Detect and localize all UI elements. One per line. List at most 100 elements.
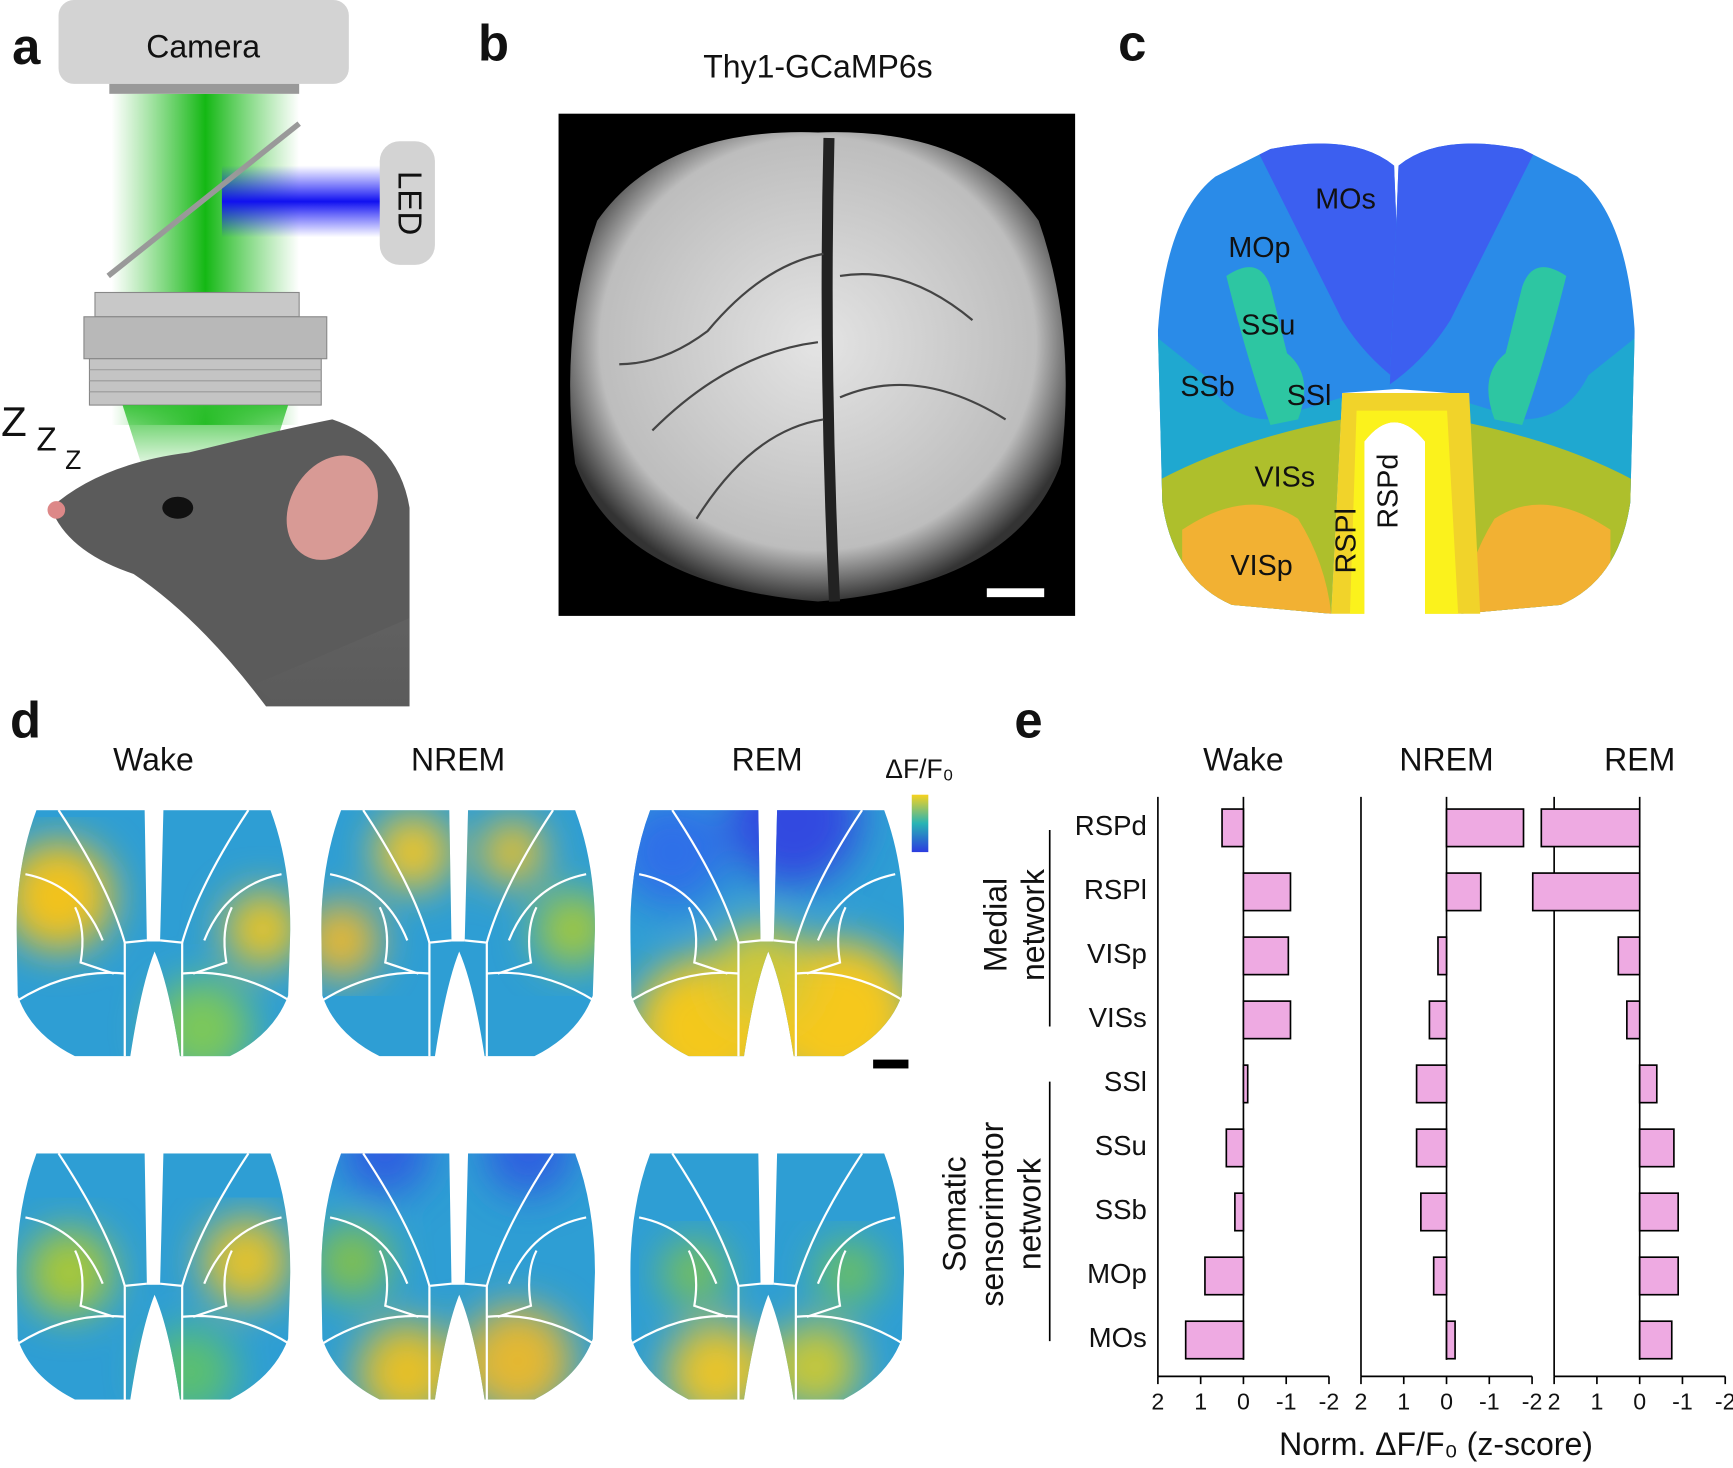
camera-label: Camera xyxy=(146,28,260,64)
mouse-part xyxy=(47,501,66,519)
objective-part xyxy=(83,316,328,360)
vessels xyxy=(619,252,1007,520)
activity-map xyxy=(320,809,596,1057)
bar xyxy=(1437,936,1448,976)
area-boundary xyxy=(794,1152,864,1287)
region-label: RSPl xyxy=(1330,508,1362,573)
bar xyxy=(1638,1320,1673,1360)
map-fill xyxy=(630,810,905,1057)
area-boundary xyxy=(181,809,250,943)
bar xyxy=(1445,1320,1456,1360)
mouse-part xyxy=(162,496,194,519)
area-boundary xyxy=(806,906,847,975)
area-boundary xyxy=(203,1216,282,1285)
x-tick-label: -1 xyxy=(1672,1389,1693,1415)
map-fill xyxy=(630,1153,905,1400)
panel-letter: a xyxy=(12,18,41,75)
panel-letter: d xyxy=(10,691,41,748)
category-label: VISs xyxy=(1089,1002,1147,1033)
x-tick-label: 2 xyxy=(1548,1389,1561,1415)
area-boundary xyxy=(806,1250,847,1318)
area-boundary xyxy=(362,809,431,943)
panel-letter: b xyxy=(478,15,509,72)
hotspot xyxy=(666,1322,767,1400)
vessels-part xyxy=(839,383,1007,421)
panel-letter: c xyxy=(1118,15,1146,72)
bar xyxy=(1242,1064,1249,1104)
area-boundary xyxy=(25,1216,104,1285)
camera-body xyxy=(58,0,349,84)
led-label: LED xyxy=(391,171,428,235)
bar xyxy=(1428,1000,1448,1040)
bar xyxy=(1242,936,1290,976)
colorbar-label: ΔF/F₀ xyxy=(885,754,953,784)
hotspot xyxy=(146,1327,236,1400)
brain-image xyxy=(570,132,1066,602)
led-body xyxy=(379,141,435,265)
vessels-part xyxy=(695,418,824,520)
region-label: VISp xyxy=(1231,550,1293,582)
vessels-part xyxy=(839,273,974,321)
area-boundary xyxy=(485,809,554,943)
region-label: MOs xyxy=(1315,183,1376,215)
x-axis-label: Norm. ΔF/F₀ (z-score) xyxy=(1279,1426,1593,1462)
panel-b: b Thy1-GCaMP6s xyxy=(478,15,1076,616)
area-boundary xyxy=(507,1216,587,1285)
atlas-hemisphere-part xyxy=(1248,143,1403,392)
x-tick-label: 1 xyxy=(1590,1389,1603,1415)
hotspot xyxy=(341,1153,430,1196)
mouse-part xyxy=(286,455,378,560)
region-label: MOp xyxy=(1228,232,1290,264)
area-boundary xyxy=(57,809,126,943)
area-boundary xyxy=(25,873,104,941)
map-fill xyxy=(321,1153,595,1400)
hotspot xyxy=(357,1322,458,1400)
area-boundary xyxy=(497,1250,538,1318)
hotspot xyxy=(374,813,452,891)
x-tick-label: -2 xyxy=(1319,1389,1340,1415)
category-label: RSPd xyxy=(1075,810,1147,841)
area-boundary xyxy=(497,906,538,975)
bar xyxy=(1638,1064,1658,1104)
group-label: network xyxy=(1015,868,1051,981)
hotspot xyxy=(16,841,114,952)
scale-bar xyxy=(873,1059,909,1069)
x-tick-label: 1 xyxy=(1397,1389,1410,1415)
panel-a: a Camera LED Z Z Z xyxy=(1,0,435,707)
activity-map xyxy=(320,1152,596,1400)
map-fill xyxy=(16,810,291,1057)
area-boundary xyxy=(671,809,740,943)
bar xyxy=(1617,936,1641,976)
bar xyxy=(1638,1128,1675,1168)
area-boundary xyxy=(687,1250,728,1318)
category-label: MOs xyxy=(1089,1322,1147,1353)
map-hotspots xyxy=(630,810,905,1057)
area-boundary xyxy=(181,1152,250,1287)
midline xyxy=(821,137,841,602)
region-label: RSPd xyxy=(1372,454,1404,529)
hotspot xyxy=(771,1322,860,1400)
bar xyxy=(1184,1320,1245,1360)
panel-e: e RSPd RSPl VISp VISs SSl SSu SSb MOp MOs Wake 2 1 0… xyxy=(936,691,1733,1461)
area-boundary xyxy=(485,1152,554,1287)
map-fill xyxy=(321,810,595,1057)
region-label: SSb xyxy=(1180,371,1234,403)
region-label: VISs xyxy=(1255,462,1316,494)
x-tick-label: 0 xyxy=(1440,1389,1453,1415)
dichroic-mirror xyxy=(106,121,301,279)
mouse-part xyxy=(255,618,410,707)
map-hotspots xyxy=(661,1239,882,1400)
activity-map xyxy=(629,809,905,1057)
state-label: NREM xyxy=(411,741,505,777)
bar xyxy=(1531,872,1641,912)
category-label: MOp xyxy=(1087,1258,1147,1289)
hotspot xyxy=(321,901,380,980)
bar xyxy=(1638,1192,1680,1232)
area-boundary xyxy=(378,906,419,975)
bar xyxy=(1445,808,1525,848)
region-label: SSu xyxy=(1241,309,1295,341)
bar xyxy=(1432,1256,1448,1296)
objective xyxy=(83,291,328,406)
